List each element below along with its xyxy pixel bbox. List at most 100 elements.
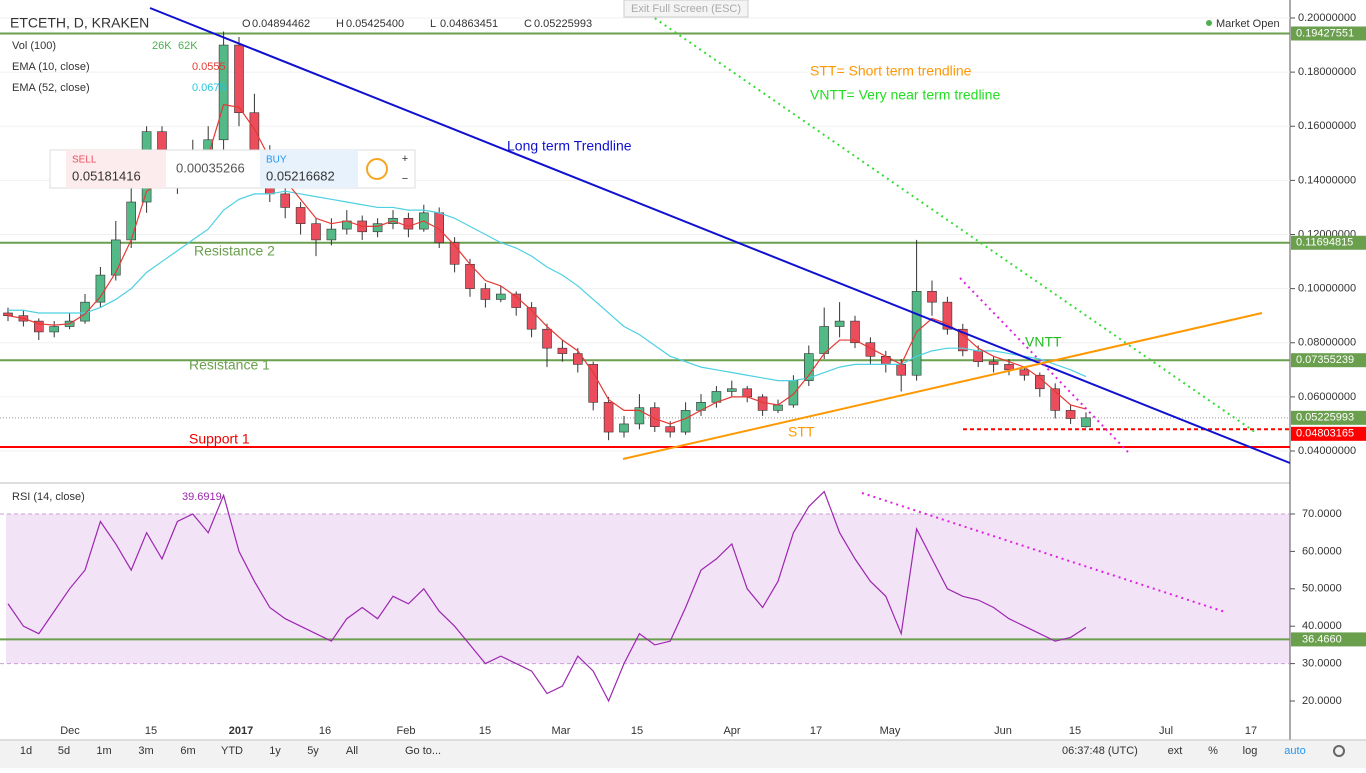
candle-body [126, 201, 136, 241]
annotation: Support 1 [189, 431, 250, 447]
indicator-legend: 62K [178, 40, 198, 52]
range-button[interactable]: Go to... [405, 745, 441, 757]
y-tick-label: 0.08000000 [1298, 337, 1356, 349]
sell-button[interactable] [66, 150, 166, 188]
candle-body [95, 274, 106, 303]
y-tick-label: 0.06000000 [1298, 391, 1356, 403]
range-button[interactable]: YTD [221, 745, 243, 757]
candle-body [788, 380, 799, 406]
sell-label: SELL [72, 155, 97, 166]
annotation: Resistance 2 [194, 243, 275, 259]
rsi-title: RSI (14, close) [12, 491, 85, 503]
fullscreen-label: Exit Full Screen (ESC) [631, 3, 741, 15]
candle-body [311, 223, 321, 241]
settings-icon[interactable] [1333, 745, 1345, 757]
y-tick-label: 0.18000000 [1298, 66, 1356, 78]
buy-button[interactable] [260, 150, 358, 188]
candle-body [588, 364, 599, 403]
indicator-legend: 0.0555 [192, 61, 226, 73]
candle-body [249, 112, 260, 154]
price-label-box [1291, 26, 1366, 41]
ohlc-item: C [524, 18, 532, 30]
rsi-band [6, 514, 1290, 664]
range-button[interactable]: 1m [96, 745, 111, 757]
candle-body [218, 44, 229, 141]
candle-body [1065, 410, 1076, 419]
ohlc-item: 0.04863451 [440, 18, 498, 30]
range-button[interactable]: 1d [20, 745, 32, 757]
option-button[interactable]: % [1208, 745, 1218, 757]
range-button[interactable]: All [346, 745, 358, 757]
short-trendline [622, 312, 1263, 460]
rsi-tick-label: 70.0000 [1302, 508, 1342, 520]
candle-body [542, 328, 552, 349]
x-tick-label: 15 [1069, 725, 1081, 737]
plus-button[interactable]: + [402, 153, 408, 165]
range-button[interactable]: 6m [180, 745, 195, 757]
ohlc-item: 0.05425400 [346, 18, 404, 30]
info-icon[interactable] [366, 158, 388, 180]
option-button[interactable]: ext [1168, 745, 1183, 757]
candle-body [973, 350, 984, 362]
candle-body [834, 320, 845, 327]
x-tick-label: 15 [631, 725, 643, 737]
candle-body [449, 242, 460, 265]
candle-body [280, 193, 291, 208]
annotation: STT= Short term trendline [810, 63, 972, 79]
minus-button[interactable]: − [402, 173, 408, 185]
range-button[interactable]: 3m [138, 745, 153, 757]
candle-body [850, 320, 860, 344]
candle-body [111, 239, 121, 276]
ohlc-item: H [336, 18, 344, 30]
candle-body [372, 223, 383, 233]
x-tick-label: Apr [723, 725, 740, 737]
clock: 06:37:48 (UTC) [1062, 745, 1138, 757]
annotation: Resistance 1 [189, 357, 270, 373]
candle-body [988, 361, 999, 365]
range-button[interactable]: 5y [307, 745, 319, 757]
rsi-level-label: 36.4660 [1302, 633, 1342, 645]
x-tick-label: 17 [810, 725, 822, 737]
candle-body [1004, 364, 1014, 371]
candle-body [757, 396, 768, 411]
y-tick-label: 0.10000000 [1298, 283, 1356, 295]
ohlc-item: 0.05225993 [534, 18, 592, 30]
candle-body [480, 288, 491, 300]
candle-body [326, 228, 337, 241]
candle-body [896, 364, 907, 376]
ohlc-item: 0.04894462 [252, 18, 310, 30]
candle-body [1050, 388, 1060, 411]
candle-body [572, 353, 583, 365]
x-tick-label: 17 [1245, 725, 1257, 737]
price-label: 0.11694815 [1296, 237, 1353, 249]
range-button[interactable]: 5d [58, 745, 70, 757]
candle-body [295, 207, 306, 224]
rsi-line [7, 490, 1087, 703]
buy-label: BUY [266, 155, 287, 166]
price-label: 0.04803165 [1296, 428, 1354, 440]
candle-body [3, 312, 13, 316]
price-label: 0.05225993 [1296, 412, 1354, 424]
range-button[interactable]: 1y [269, 745, 281, 757]
candle-body [495, 293, 506, 300]
option-button[interactable]: auto [1284, 745, 1305, 757]
annotation: VNTT= Very near term tredline [810, 87, 1000, 103]
rsi-trendline [861, 492, 1226, 613]
option-button[interactable]: log [1243, 745, 1258, 757]
market-status: Market Open [1216, 18, 1280, 30]
candle-body [803, 353, 814, 381]
x-tick-label: 2017 [229, 725, 253, 737]
price-label-box [1291, 410, 1366, 425]
indicator-legend: Vol (100) [12, 40, 56, 52]
candle-body [649, 407, 660, 427]
spread: 0.00035266 [176, 160, 245, 175]
rsi-tick-label: 30.0000 [1302, 658, 1342, 670]
candle-body [526, 307, 537, 330]
x-tick-label: 15 [479, 725, 491, 737]
fullscreen-button[interactable] [623, 0, 749, 18]
ohlc-item: L [430, 18, 436, 30]
x-tick-label: Dec [60, 725, 80, 737]
annotation: Long term Trendline [507, 138, 632, 154]
price-label: 0.19427551 [1296, 27, 1354, 39]
